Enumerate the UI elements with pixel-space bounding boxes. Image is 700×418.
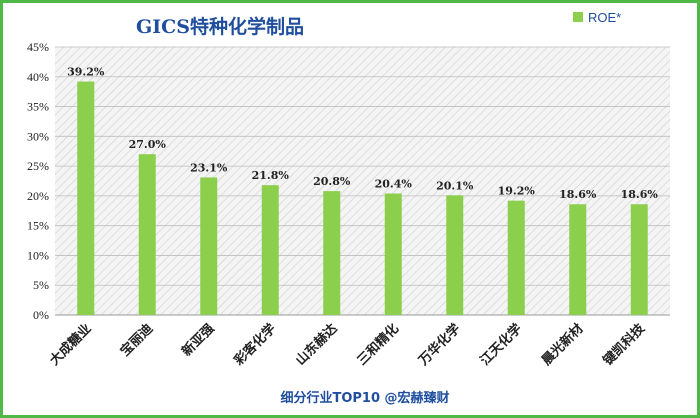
- footer-text: 细分行业TOP10 @宏赫臻财: [280, 390, 449, 406]
- bars: [77, 81, 648, 315]
- y-tick-label: 5%: [33, 278, 49, 292]
- data-label: 20.1%: [436, 179, 474, 192]
- bar: [507, 200, 525, 315]
- x-tick-label: 晨光新材: [538, 321, 586, 369]
- y-tick-label: 35%: [27, 100, 49, 114]
- y-tick-label: 20%: [27, 189, 49, 203]
- x-tick-label: 键凯科技: [599, 320, 648, 369]
- bar: [569, 204, 587, 315]
- y-tick-label: 40%: [27, 70, 49, 84]
- bar: [446, 195, 464, 315]
- data-label: 20.8%: [313, 175, 351, 188]
- data-labels: 39.2% 27.0% 23.1% 21.8% 20.8% 20.4% 20.1% 19.2%…: [67, 66, 658, 202]
- y-tick-label: 15%: [27, 219, 49, 233]
- bar: [261, 185, 279, 315]
- chart-title: GICS特种化学制品: [136, 15, 304, 38]
- data-label: 19.2%: [498, 185, 536, 198]
- bar: [630, 204, 648, 315]
- y-axis-ticks: 0% 5% 10% 15% 20% 25% 30% 35% 40% 45%: [27, 40, 670, 322]
- data-label: 18.6%: [559, 188, 597, 201]
- y-tick-label: 45%: [27, 40, 49, 54]
- x-tick-label: 万华化学: [415, 321, 464, 370]
- data-label: 21.8%: [252, 169, 290, 182]
- plot-area: [55, 47, 670, 315]
- x-tick-label: 大成糖业: [46, 321, 94, 369]
- y-tick-label: 25%: [27, 159, 49, 173]
- x-tick-label: 山东赫达: [292, 321, 340, 369]
- bar: [384, 193, 402, 315]
- bar: [323, 191, 341, 315]
- data-label: 20.4%: [375, 178, 413, 191]
- x-tick-label: 宝丽迪: [117, 321, 156, 360]
- y-tick-label: 0%: [33, 308, 49, 322]
- x-tick-label: 新亚强: [179, 321, 218, 360]
- data-label: 39.2%: [67, 66, 105, 79]
- x-axis-labels: 大成糖业 宝丽迪 新亚强 彩客化学 山东赫达 三和精化 万华化学 江天化学 晨光新材 键凯科技: [46, 320, 648, 369]
- data-label: 23.1%: [190, 161, 228, 174]
- data-label: 27.0%: [129, 138, 167, 151]
- x-tick-label: 三和精化: [354, 321, 402, 369]
- y-tick-label: 10%: [27, 248, 49, 262]
- bar: [77, 81, 95, 315]
- bar: [138, 154, 156, 315]
- x-tick-label: 彩客化学: [230, 321, 279, 370]
- legend: ROE*: [573, 10, 621, 25]
- legend-swatch: [573, 12, 583, 22]
- y-tick-label: 30%: [27, 129, 49, 143]
- bar: [200, 177, 218, 315]
- x-tick-label: 江天化学: [477, 321, 525, 369]
- legend-label: ROE*: [588, 10, 621, 25]
- data-label: 18.6%: [621, 188, 659, 201]
